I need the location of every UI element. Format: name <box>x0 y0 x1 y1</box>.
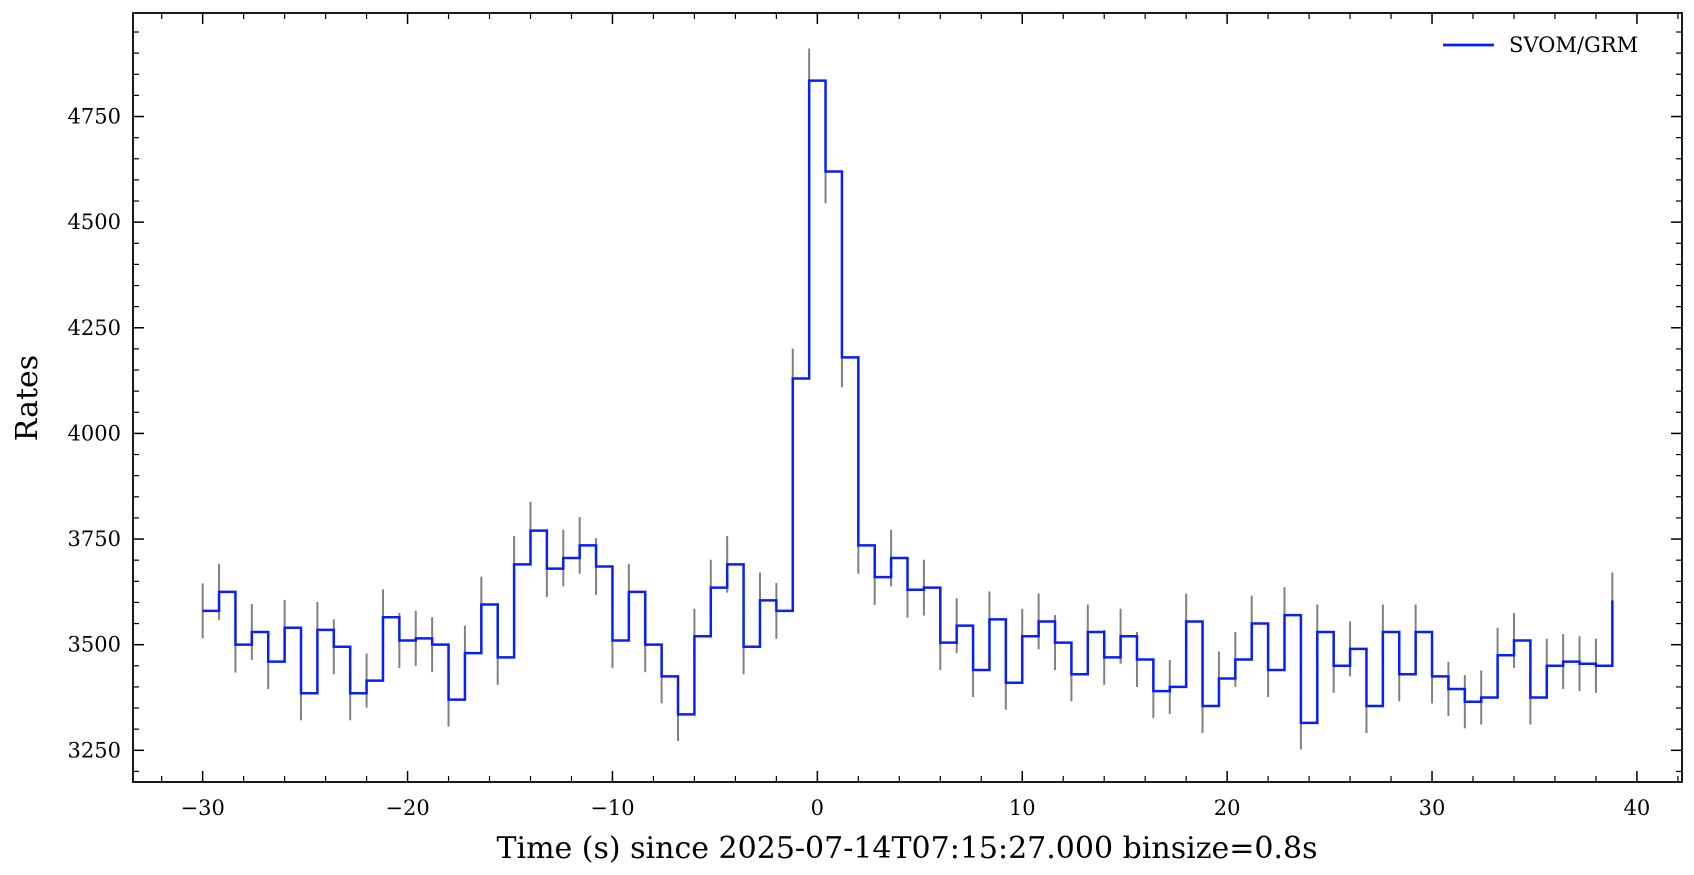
y-tick-label: 4000 <box>68 421 121 445</box>
y-axis-title: Rates <box>10 355 45 441</box>
legend-label: SVOM/GRM <box>1509 33 1638 57</box>
y-tick-label: 4500 <box>68 210 121 234</box>
y-tick-labels: 3250 3500 3750 4000 4250 4500 4750 <box>68 105 121 763</box>
y-tick-label: 3500 <box>68 633 121 657</box>
plot-frame <box>132 12 1683 783</box>
x-tick-label: 20 <box>1214 796 1241 820</box>
x-tick-label: 0 <box>811 796 824 820</box>
major-ticks <box>133 13 1682 782</box>
x-tick-labels: −30 −20 −10 0 10 20 30 40 <box>180 796 1650 820</box>
x-tick-label: 40 <box>1624 796 1651 820</box>
x-tick-label: 30 <box>1419 796 1446 820</box>
y-tick-label: 4250 <box>68 316 121 340</box>
error-bars <box>201 48 1614 750</box>
series-layer <box>202 79 1614 725</box>
x-tick-label: −10 <box>590 796 634 820</box>
x-tick-label: 10 <box>1009 796 1036 820</box>
y-tick-label: 4750 <box>68 105 121 129</box>
x-tick-label: −30 <box>180 796 224 820</box>
y-tick-label: 3250 <box>68 738 121 762</box>
x-axis-title: Time (s) since 2025-07-14T07:15:27.000 b… <box>496 831 1317 866</box>
series-line-svom-grm <box>202 79 1614 725</box>
minor-ticks <box>133 13 1682 782</box>
x-tick-label: −20 <box>385 796 429 820</box>
y-tick-label: 3750 <box>68 527 121 551</box>
legend: SVOM/GRM <box>1443 33 1638 57</box>
